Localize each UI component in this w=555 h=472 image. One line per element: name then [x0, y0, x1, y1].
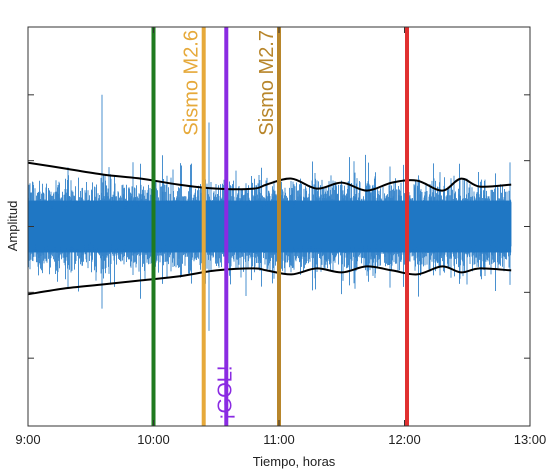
envelope-upper: [28, 161, 512, 192]
x-tick-label-2: 11:00: [263, 432, 295, 447]
y-axis-label: Amplitud: [5, 201, 20, 252]
x-tick-label-3: 12:00: [388, 432, 421, 447]
x-tick-label-1: 10:00: [137, 432, 170, 447]
x-axis-label: Tiempo, horas: [253, 454, 336, 469]
event-label-2: ¡GOL!: [214, 366, 236, 420]
event-label-3: Sismo M2.7: [256, 30, 278, 136]
signal-noise: [28, 94, 512, 331]
x-tick-label-4: 13:00: [514, 432, 547, 447]
x-ticks: 9:00 10:00 11:00 12:00 13:00: [15, 27, 546, 447]
envelope-lower: [28, 265, 512, 296]
envelope-lines: [28, 161, 512, 296]
signal-trace: [28, 94, 512, 331]
y-ticks: [28, 94, 530, 359]
x-tick-label-0: 9:00: [15, 432, 40, 447]
event-label-1: Sismo M2.6: [181, 30, 203, 136]
event-markers: Sismo M2.6 ¡GOL! Sismo M2.7: [151, 27, 410, 426]
